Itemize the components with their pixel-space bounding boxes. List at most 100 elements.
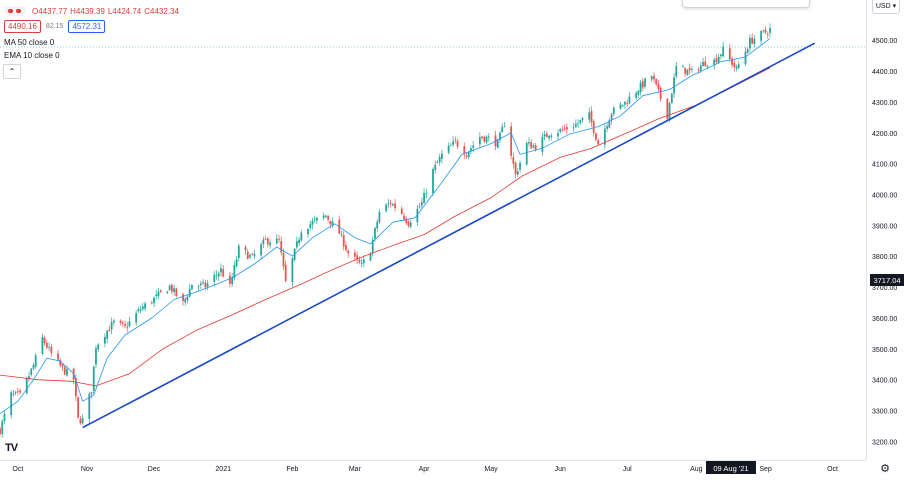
tradingview-logo-icon[interactable]: TV	[5, 442, 18, 454]
collapse-indicators-button[interactable]: ⌃	[3, 64, 21, 79]
candle-body	[577, 123, 579, 125]
ohlc-low: L4424.74	[107, 6, 142, 16]
candle-body	[561, 129, 564, 131]
candle-body	[449, 145, 452, 147]
candle-body	[324, 215, 327, 217]
candle-body	[63, 366, 66, 375]
candle-body	[0, 428, 1, 435]
candle-body	[237, 245, 240, 259]
candle-body	[514, 162, 517, 175]
candle-body	[400, 208, 403, 214]
candle-body	[704, 61, 707, 66]
candle-body	[525, 142, 528, 165]
candle-body	[697, 69, 700, 71]
candle-body	[483, 136, 486, 142]
candle-body	[499, 132, 501, 141]
candle-body	[307, 229, 309, 235]
candle-body	[501, 127, 504, 133]
price-axis[interactable]: 4600.004500.004400.004300.004200.004100.…	[872, 7, 897, 446]
ohlc-close: C4432.34	[144, 6, 179, 16]
candle-body	[592, 121, 595, 134]
candle-body	[360, 263, 363, 264]
candle-body	[510, 126, 513, 156]
bid-price-button[interactable]: 4490.16	[4, 20, 41, 33]
candle-body	[231, 277, 234, 284]
candle-body	[566, 127, 568, 130]
y-tick-label: 3400.00	[872, 378, 897, 385]
candle-body	[728, 48, 731, 59]
candle-body	[675, 66, 678, 77]
candle-body	[655, 79, 658, 85]
candle-body	[309, 224, 312, 228]
candle-body	[650, 76, 653, 80]
candle-body	[722, 46, 725, 57]
spread-value: 82.15	[45, 23, 64, 30]
candle-body	[81, 417, 84, 424]
candle-body	[420, 202, 423, 206]
time-axis[interactable]: Oct Nov Dec 2021 Feb Mar Apr May Jun Jul Aug Sep Oct	[12, 466, 838, 473]
symbol-toggle-icon[interactable]	[4, 6, 26, 16]
candle-body	[217, 273, 220, 277]
candles	[0, 23, 771, 438]
currency-selector[interactable]: USD ▾	[872, 0, 900, 14]
bid-ask-boxes: 4490.16 82.15 4572.31	[4, 20, 106, 33]
candle-body	[465, 155, 468, 157]
crosshair-date-label: 09 Aug '21	[713, 464, 748, 473]
candle-body	[260, 244, 263, 256]
y-tick-label: 4100.00	[872, 162, 897, 169]
candle-body	[358, 259, 361, 263]
crosshair-date-label-box: 09 Aug '21	[706, 461, 756, 474]
ohlc-open: O4437.77	[32, 6, 68, 16]
candle-body	[327, 216, 329, 220]
candle-body	[394, 203, 396, 209]
candle-body	[503, 125, 506, 127]
candle-body	[153, 297, 155, 304]
ema-indicator-label[interactable]: EMA 10 close 0	[4, 51, 60, 60]
candle-body	[686, 69, 689, 75]
y-tick-label: 3800.00	[872, 254, 897, 261]
candle-body	[30, 368, 33, 375]
candle-body	[762, 30, 765, 32]
chevron-up-icon: ⌃	[8, 67, 16, 76]
ask-price-button[interactable]: 4572.31	[68, 20, 106, 33]
candle-body	[668, 103, 671, 120]
candle-body	[108, 330, 111, 331]
candle-body	[666, 98, 669, 119]
y-tick-label: 3200.00	[872, 439, 897, 446]
candle-body	[766, 33, 769, 35]
x-tick-label: Oct	[12, 466, 23, 473]
candle-body	[278, 238, 280, 240]
candle-body	[572, 127, 575, 129]
candle-body	[699, 65, 702, 71]
candle-body	[298, 239, 300, 244]
y-tick-label: 4200.00	[872, 131, 897, 138]
ma-indicator-label[interactable]: MA 50 close 0	[4, 38, 55, 47]
candle-body	[528, 142, 530, 144]
floating-toolbar[interactable]	[682, 0, 810, 8]
candle-body	[166, 291, 169, 294]
candle-body	[191, 285, 193, 290]
candle-body	[10, 392, 13, 415]
current-price-label: 3717.04	[873, 276, 900, 285]
candle-body	[746, 49, 749, 53]
candle-body	[769, 28, 771, 33]
candle-body	[110, 322, 113, 330]
candle-body	[391, 204, 394, 206]
candle-body	[222, 269, 225, 277]
candle-body	[77, 397, 80, 418]
candle-body	[389, 203, 392, 204]
candle-body	[715, 58, 718, 63]
candle-body	[588, 112, 591, 120]
candle-body	[119, 320, 122, 323]
candle-body	[405, 218, 408, 223]
candle-body	[340, 233, 343, 235]
candle-body	[128, 321, 131, 327]
candle-body	[670, 93, 673, 104]
gear-icon[interactable]: ⚙	[880, 463, 890, 475]
candle-body	[548, 135, 550, 139]
candle-body	[749, 38, 751, 49]
candle-body	[626, 103, 629, 105]
candle-body	[135, 313, 138, 323]
candle-body	[1, 421, 4, 434]
